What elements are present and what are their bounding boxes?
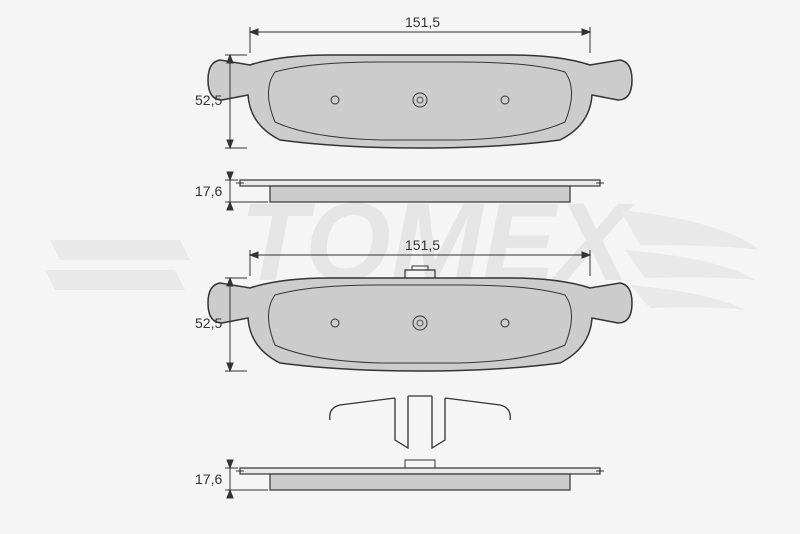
dim-thickness-bottom xyxy=(225,460,268,498)
dim-thickness-bottom-label: 17,6 xyxy=(195,471,222,487)
dim-thickness-top-label: 17,6 xyxy=(195,183,222,199)
dim-width-bottom-label: 151,5 xyxy=(405,237,440,253)
brake-pad-top-face xyxy=(208,55,632,148)
dim-height-top-label: 52,5 xyxy=(195,92,222,108)
dim-width-top xyxy=(250,27,590,53)
dim-width-top-label: 151,5 xyxy=(405,14,440,30)
technical-drawing: TOMEX brakes 151,5 52,5 xyxy=(0,0,800,534)
brake-pad-top-side xyxy=(236,180,604,202)
dim-height-bottom-label: 52,5 xyxy=(195,315,222,331)
brake-pad-bottom-side xyxy=(236,460,604,490)
spring-clip xyxy=(330,396,511,448)
